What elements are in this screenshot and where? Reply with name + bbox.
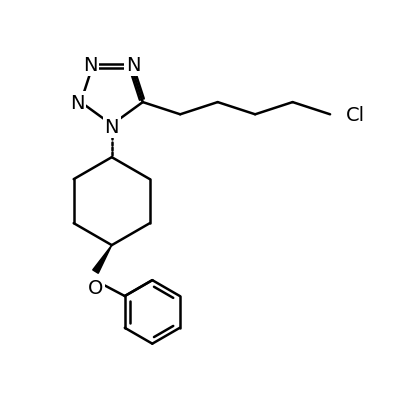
Text: O: O xyxy=(88,278,103,297)
Text: N: N xyxy=(126,56,140,75)
Text: N: N xyxy=(70,93,85,112)
Polygon shape xyxy=(93,245,112,274)
Text: N: N xyxy=(104,118,119,137)
Text: Cl: Cl xyxy=(346,106,365,124)
Text: N: N xyxy=(83,56,98,75)
